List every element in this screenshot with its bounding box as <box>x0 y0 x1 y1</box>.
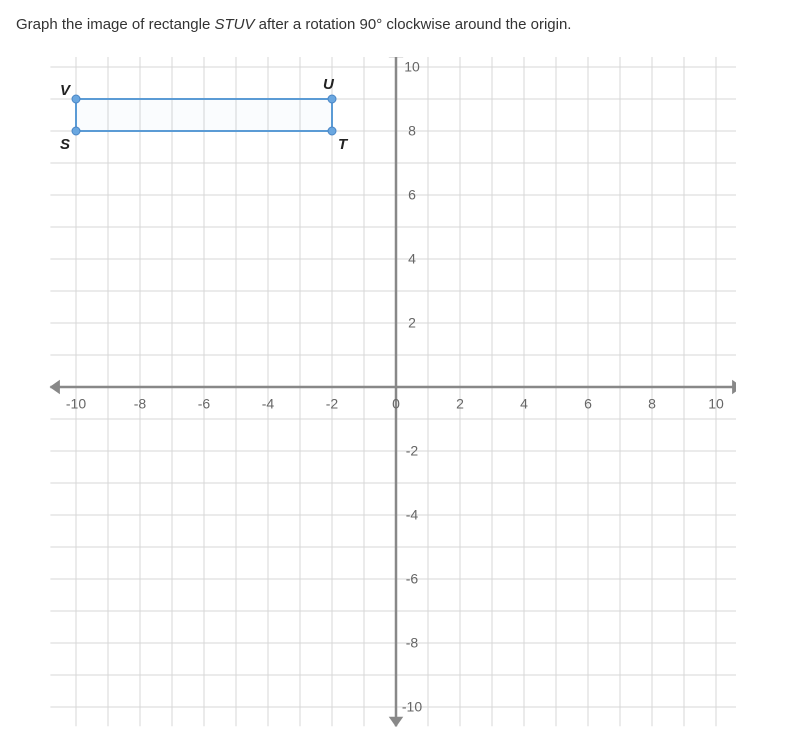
svg-text:10: 10 <box>404 59 420 75</box>
svg-text:6: 6 <box>408 187 416 203</box>
graph-svg: xy-10-8-6-4-20246810-10-8-6-4-2246810VUT… <box>36 57 736 727</box>
svg-text:-6: -6 <box>406 571 419 587</box>
svg-text:4: 4 <box>408 251 416 267</box>
svg-text:8: 8 <box>648 396 656 412</box>
svg-text:T: T <box>338 136 349 153</box>
svg-text:0: 0 <box>392 396 400 412</box>
svg-text:2: 2 <box>456 396 464 412</box>
svg-text:-6: -6 <box>198 396 211 412</box>
svg-text:-4: -4 <box>406 507 419 523</box>
svg-text:-4: -4 <box>262 396 275 412</box>
svg-text:-10: -10 <box>66 396 86 412</box>
svg-text:U: U <box>323 76 335 93</box>
svg-text:4: 4 <box>520 396 528 412</box>
svg-text:8: 8 <box>408 123 416 139</box>
prompt-shape-name: STUV <box>214 16 254 33</box>
prompt-suffix: after a rotation 90° clockwise around th… <box>254 16 571 33</box>
svg-text:-10: -10 <box>402 699 422 715</box>
svg-text:-8: -8 <box>134 396 147 412</box>
svg-text:-8: -8 <box>406 635 419 651</box>
svg-text:-2: -2 <box>326 396 339 412</box>
prompt-prefix: Graph the image of rectangle <box>16 16 214 33</box>
coordinate-plane[interactable]: xy-10-8-6-4-20246810-10-8-6-4-2246810VUT… <box>36 57 736 727</box>
svg-text:2: 2 <box>408 315 416 331</box>
svg-text:S: S <box>60 136 70 153</box>
svg-text:-2: -2 <box>406 443 419 459</box>
svg-text:V: V <box>60 82 72 99</box>
svg-text:10: 10 <box>708 396 724 412</box>
svg-text:6: 6 <box>584 396 592 412</box>
question-prompt: Graph the image of rectangle STUV after … <box>16 16 784 33</box>
